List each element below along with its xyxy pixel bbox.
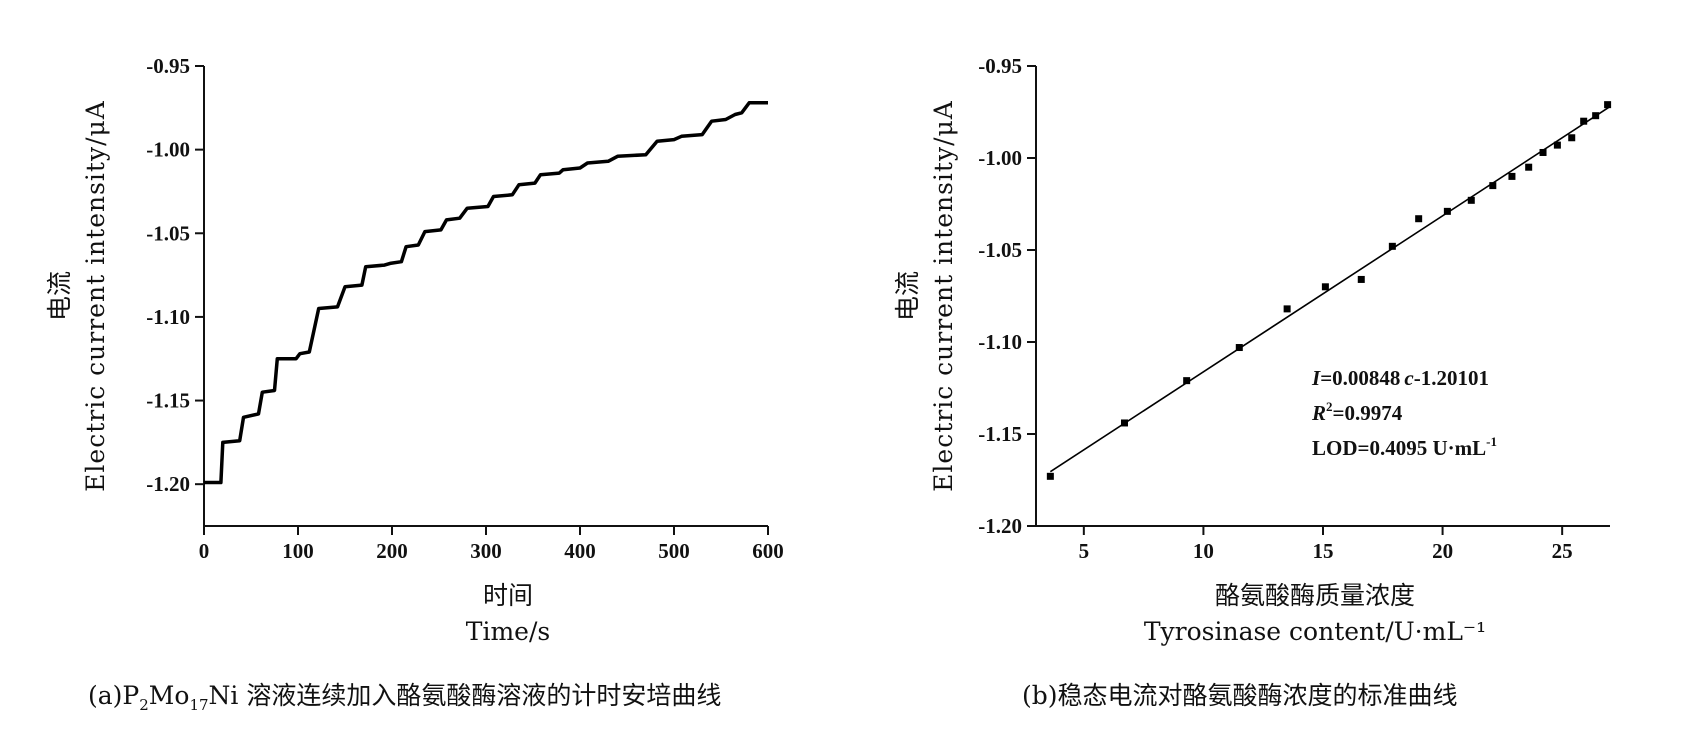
x-tick-label: 200 xyxy=(376,539,408,563)
panel-b-xlabel-cn: 酪氨酸酶质量浓度 xyxy=(1215,581,1415,610)
panel-b-lod: LOD=0.4095 U·mL-1 xyxy=(1312,434,1497,460)
x-tick-label: 300 xyxy=(470,539,502,563)
caption-a-mid: Mo xyxy=(149,681,190,710)
x-tick-label: 500 xyxy=(658,539,690,563)
panel-b-equation: I=0.00848 c-1.20101 xyxy=(1311,366,1489,390)
data-point xyxy=(1388,242,1396,250)
data-point xyxy=(1321,283,1329,291)
panel-b-ylabel-cn: 电流 xyxy=(893,271,922,321)
caption-a-prefix: (a)P xyxy=(88,681,139,710)
data-point xyxy=(1357,275,1365,283)
panel-a-ylabel: Electric current intensity/μA xyxy=(81,100,110,492)
panel-b-ylabel: Electric current intensity/μA xyxy=(929,100,958,492)
data-point xyxy=(1120,419,1128,427)
x-tick-label: 15 xyxy=(1313,539,1334,563)
panel-b-x-ticks: 5 10 15 20 25 xyxy=(1079,526,1573,563)
y-tick-label: -1.10 xyxy=(146,305,190,329)
equation-intercept: -1.20101 xyxy=(1414,366,1489,390)
panel-a-xlabel-cn: 时间 xyxy=(483,581,533,610)
data-point xyxy=(1489,182,1497,190)
data-point xyxy=(1592,112,1600,120)
x-tick-label: 5 xyxy=(1079,539,1090,563)
lod-superscript: -1 xyxy=(1486,434,1497,449)
y-tick-label: -1.20 xyxy=(978,514,1022,538)
data-point xyxy=(1467,196,1475,204)
x-tick-label: 600 xyxy=(752,539,784,563)
caption-a: (a)P2Mo17Ni 溶液连续加入酪氨酸酶溶液的计时安培曲线 xyxy=(88,681,721,714)
caption-a-rest: Ni 溶液连续加入酪氨酸酶溶液的计时安培曲线 xyxy=(209,681,722,710)
caption-a-sub2: 17 xyxy=(189,696,208,714)
y-tick-label: -0.95 xyxy=(146,54,190,78)
data-point xyxy=(1553,141,1561,149)
data-point xyxy=(1580,117,1588,125)
x-tick-label: 400 xyxy=(564,539,596,563)
y-tick-label: -1.05 xyxy=(146,221,190,245)
panel-a-current-trace xyxy=(204,101,768,485)
panel-b-r-squared: R2=0.9974 xyxy=(1311,399,1403,425)
y-tick-label: -1.00 xyxy=(146,138,190,162)
lod-value: LOD=0.4095 U·mL xyxy=(1312,436,1486,460)
y-tick-label: -1.00 xyxy=(978,146,1022,170)
x-tick-label: 25 xyxy=(1552,539,1573,563)
data-point xyxy=(1046,472,1054,480)
r2-superscript: 2 xyxy=(1326,399,1333,414)
panel-a-chart: -0.95 -1.00 -1.05 -1.10 -1.15 -1.20 0 100 200 30… xyxy=(45,54,784,646)
x-tick-label: 0 xyxy=(199,539,210,563)
data-point xyxy=(1525,163,1533,171)
data-point xyxy=(1183,377,1191,385)
data-point xyxy=(1443,207,1451,215)
panel-a-y-ticks: -0.95 -1.00 -1.05 -1.10 -1.15 -1.20 xyxy=(146,54,204,496)
equation-variable: c xyxy=(1404,366,1414,390)
panel-b-fit-line xyxy=(1049,105,1611,473)
panel-b-chart: -0.95-1.00-1.05-1.10-1.15-1.20 5 10 15 20 25… xyxy=(893,54,1612,646)
data-point xyxy=(1415,215,1423,223)
y-tick-label: -1.10 xyxy=(978,330,1022,354)
data-point xyxy=(1568,134,1576,142)
x-tick-label: 100 xyxy=(282,539,314,563)
y-tick-label: -1.15 xyxy=(978,422,1022,446)
data-point xyxy=(1235,344,1243,352)
data-point xyxy=(1539,148,1547,156)
data-point xyxy=(1508,172,1516,180)
equation-symbol: I xyxy=(1311,366,1321,390)
panel-a-xlabel: Time/s xyxy=(466,617,550,646)
x-tick-label: 10 xyxy=(1193,539,1214,563)
y-tick-label: -1.05 xyxy=(978,238,1022,262)
y-tick-label: -1.15 xyxy=(146,389,190,413)
panel-b-xlabel: Tyrosinase content/U·mL⁻¹ xyxy=(1144,617,1486,646)
panel-a-x-ticks: 0 100 200 300 400 500 600 xyxy=(199,526,784,563)
panel-a-ylabel-cn: 电流 xyxy=(45,271,74,321)
equation-slope: =0.00848 xyxy=(1320,366,1400,390)
r2-symbol: R xyxy=(1311,401,1326,425)
data-point xyxy=(1283,305,1291,313)
panel-b-y-ticks: -0.95 -1.00 -1.05 -1.10 -1.15 -1.20 xyxy=(978,54,1036,538)
r2-value: =0.9974 xyxy=(1333,401,1403,425)
x-tick-label: 20 xyxy=(1432,539,1453,563)
y-tick-label: -1.20 xyxy=(146,472,190,496)
caption-a-sub1: 2 xyxy=(139,696,149,714)
caption-b: (b)稳态电流对酪氨酸酶浓度的标准曲线 xyxy=(1022,681,1458,710)
panel-b-data-points xyxy=(1046,101,1612,480)
data-point xyxy=(1604,101,1612,109)
y-tick-label: -0.95 xyxy=(978,54,1022,78)
